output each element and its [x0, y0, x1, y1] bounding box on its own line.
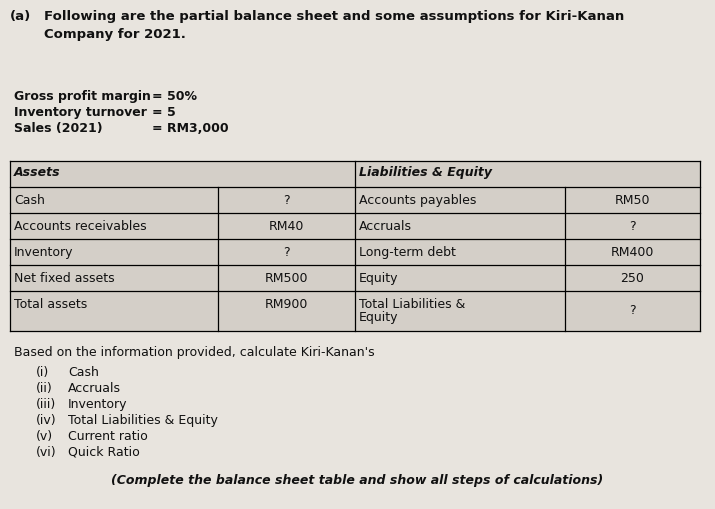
Text: (v): (v): [36, 429, 53, 442]
Text: RM50: RM50: [615, 193, 650, 207]
Text: Total assets: Total assets: [14, 297, 87, 310]
Text: Inventory: Inventory: [68, 397, 127, 410]
Text: Inventory: Inventory: [14, 245, 74, 259]
Text: (iv): (iv): [36, 413, 56, 426]
Text: Cash: Cash: [14, 193, 45, 207]
Text: (iii): (iii): [36, 397, 56, 410]
Text: RM40: RM40: [269, 219, 304, 233]
Text: = RM3,000: = RM3,000: [152, 122, 229, 135]
Text: RM900: RM900: [265, 297, 308, 310]
Text: ?: ?: [629, 303, 636, 317]
Text: = 50%: = 50%: [152, 90, 197, 103]
Text: ?: ?: [283, 193, 290, 207]
Text: Long-term debt: Long-term debt: [359, 245, 456, 259]
Text: RM400: RM400: [611, 245, 654, 259]
Text: Assets: Assets: [14, 165, 61, 179]
Text: 250: 250: [621, 271, 644, 285]
Text: Following are the partial balance sheet and some assumptions for Kiri-Kanan
Comp: Following are the partial balance sheet …: [44, 10, 624, 41]
Text: Accruals: Accruals: [68, 381, 121, 394]
Text: Equity: Equity: [359, 271, 398, 285]
Text: Liabilities & Equity: Liabilities & Equity: [359, 165, 492, 179]
Text: = 5: = 5: [152, 106, 176, 119]
Text: (Complete the balance sheet table and show all steps of calculations): (Complete the balance sheet table and sh…: [111, 473, 603, 486]
Text: Accounts payables: Accounts payables: [359, 193, 476, 207]
Text: ?: ?: [283, 245, 290, 259]
Bar: [10, 162, 700, 331]
Text: Inventory turnover: Inventory turnover: [14, 106, 147, 119]
Text: Sales (2021): Sales (2021): [14, 122, 103, 135]
Text: Accruals: Accruals: [359, 219, 412, 233]
Text: Total Liabilities &: Total Liabilities &: [359, 297, 465, 310]
Text: ?: ?: [629, 219, 636, 233]
Text: Current ratio: Current ratio: [68, 429, 148, 442]
Text: (vi): (vi): [36, 445, 56, 458]
Text: Quick Ratio: Quick Ratio: [68, 445, 139, 458]
Text: Cash: Cash: [68, 365, 99, 378]
Text: (ii): (ii): [36, 381, 53, 394]
Text: (i): (i): [36, 365, 49, 378]
Text: RM500: RM500: [265, 271, 308, 285]
Text: Accounts receivables: Accounts receivables: [14, 219, 147, 233]
Text: Total Liabilities & Equity: Total Liabilities & Equity: [68, 413, 218, 426]
Text: Gross profit margin: Gross profit margin: [14, 90, 151, 103]
Text: Net fixed assets: Net fixed assets: [14, 271, 114, 285]
Text: (a): (a): [10, 10, 31, 23]
Text: Equity: Equity: [359, 310, 398, 323]
Text: Based on the information provided, calculate Kiri-Kanan's: Based on the information provided, calcu…: [14, 345, 375, 358]
